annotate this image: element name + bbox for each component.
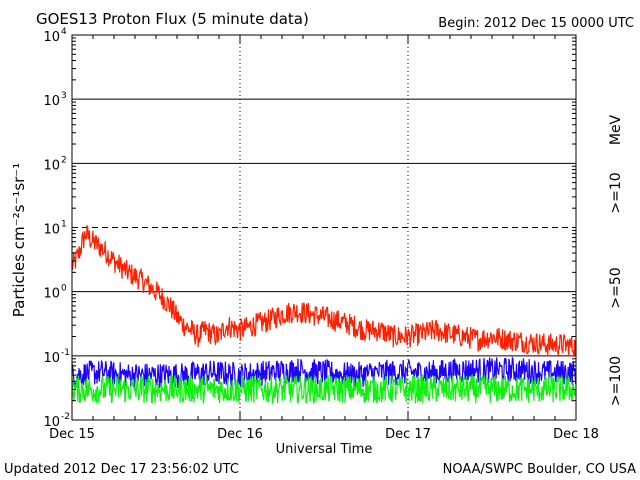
begin-time-label: Begin: 2012 Dec 15 0000 UTC	[438, 16, 634, 31]
y-tick-exponent: 4	[61, 27, 67, 37]
legend-ge50: >=50	[608, 267, 624, 308]
x-tick-label: Dec 15	[49, 427, 95, 442]
source-credit: NOAA/SWPC Boulder, CO USA	[443, 462, 636, 477]
y-tick-label: 10	[43, 94, 60, 109]
x-tick-label: Dec 18	[553, 427, 599, 442]
x-tick-label: Dec 17	[385, 427, 431, 442]
y-axis-label: Particles cm⁻²s⁻¹sr⁻¹	[10, 163, 28, 317]
plot-grid	[72, 35, 576, 420]
series-line-2	[71, 373, 577, 405]
y-tick-exponent: 3	[61, 91, 67, 101]
y-tick-label: 10	[43, 287, 60, 302]
y-tick-label: 10	[43, 351, 60, 366]
legend-ge100: >=100	[608, 356, 624, 406]
chart-title: GOES13 Proton Flux (5 minute data)	[36, 10, 309, 28]
x-axis-label: Universal Time	[276, 442, 373, 457]
y-tick-exponent: 2	[61, 155, 67, 165]
y-tick-exponent: -2	[61, 412, 70, 422]
y-tick-label: 10	[43, 223, 60, 238]
x-axis-ticks: Dec 15 Dec 16 Dec 17 Dec 18	[49, 35, 599, 442]
y-tick-label: 10	[43, 30, 60, 45]
y-tick-label: 10	[43, 158, 60, 173]
y-tick-exponent: 1	[61, 220, 67, 230]
y-tick-exponent: -1	[61, 348, 70, 358]
legend-unit: MeV	[608, 114, 624, 145]
y-tick-label: 10	[43, 415, 60, 430]
series-line-0	[71, 225, 577, 358]
x-tick-label: Dec 16	[217, 427, 263, 442]
legend-ge10: >=10	[608, 172, 624, 213]
updated-timestamp: Updated 2012 Dec 17 23:56:02 UTC	[4, 462, 239, 477]
series-line-1	[71, 356, 577, 389]
y-tick-exponent: 0	[61, 284, 67, 294]
series-group	[71, 225, 577, 405]
